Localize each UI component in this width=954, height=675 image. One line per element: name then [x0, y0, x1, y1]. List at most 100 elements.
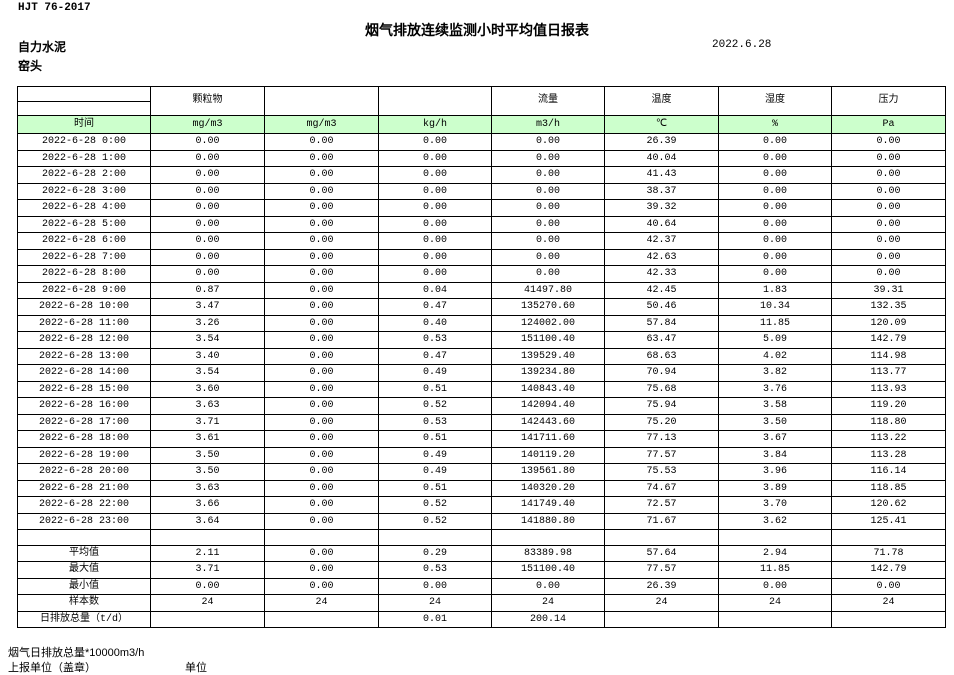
time-header: 时间 [17, 115, 151, 134]
table-row: 2022-6-28 6:00 0.00 0.00 0.00 0.00 42.37 0.00 0… [17, 232, 946, 250]
cell-value: 77.57 [604, 446, 719, 464]
cell-value: 0.53 [378, 413, 492, 431]
cell-value: 0.00 [264, 133, 379, 151]
unit-label: 单位 [185, 662, 207, 674]
summary-label: 平均值 [17, 544, 151, 562]
summary-value: 0.00 [150, 577, 265, 595]
table-row: 2022-6-28 13:00 3.40 0.00 0.47 139529.40 68.6… [17, 347, 946, 365]
cell-value: 0.49 [378, 364, 492, 382]
summary-label: 日排放总量（t/d） [17, 610, 151, 628]
cell-value: 0.00 [264, 215, 379, 233]
cell-value: 120.09 [831, 314, 946, 332]
cell-value: 0.00 [718, 265, 832, 283]
cell-value: 113.93 [831, 380, 946, 398]
cell-value: 0.51 [378, 479, 492, 497]
cell-value: 0.00 [150, 199, 265, 217]
summary-value: 0.53 [378, 561, 492, 579]
cell-label: 2022-6-28 8:00 [17, 265, 151, 283]
summary-value: 11.85 [718, 561, 832, 579]
cell-value: 42.37 [604, 232, 719, 250]
cell-value: 119.20 [831, 397, 946, 415]
summary-label: 最大值 [17, 561, 151, 579]
cell-label: 2022-6-28 16:00 [17, 397, 151, 415]
table-row: 2022-6-28 1:00 0.00 0.00 0.00 0.00 40.04 0.00 0… [17, 149, 946, 167]
cell-value: 26.39 [604, 133, 719, 151]
col-header-blank-2 [378, 86, 492, 116]
time-column-split-header [17, 86, 151, 116]
cell-value: 0.00 [378, 149, 492, 167]
cell-value: 0.00 [264, 463, 379, 481]
summary-value: 24 [264, 594, 379, 612]
summary-row: 平均值 2.11 0.00 0.29 83389.98 57.64 2.94 71.78 [17, 544, 946, 562]
spacer-value [718, 529, 832, 546]
cell-value: 0.00 [378, 265, 492, 283]
cell-label: 2022-6-28 10:00 [17, 298, 151, 316]
cell-value: 0.04 [378, 281, 492, 299]
summary-value: 200.14 [491, 610, 605, 628]
standard-code: HJT 76-2017 [18, 2, 91, 14]
cell-value: 0.00 [264, 364, 379, 382]
table-row: 2022-6-28 19:00 3.50 0.00 0.49 140119.20 77.5… [17, 446, 946, 464]
summary-value: 0.01 [378, 610, 492, 628]
summary-value: 142.79 [831, 561, 946, 579]
cell-value: 10.34 [718, 298, 832, 316]
cell-value: 0.52 [378, 512, 492, 530]
cell-value: 3.89 [718, 479, 832, 497]
cell-value: 0.00 [264, 380, 379, 398]
cell-label: 2022-6-28 17:00 [17, 413, 151, 431]
cell-label: 2022-6-28 0:00 [17, 133, 151, 151]
summary-value: 83389.98 [491, 544, 605, 562]
spacer-label [17, 529, 151, 546]
hourly-average-table: 颗粒物 流量 温度 湿度 压力 时间 mg/m3 mg/m3 kg/h m3/h… [17, 86, 946, 628]
cell-value: 0.00 [491, 133, 605, 151]
cell-value: 151100.40 [491, 331, 605, 349]
cell-value: 0.00 [831, 232, 946, 250]
cell-value: 0.47 [378, 347, 492, 365]
summary-label: 样本数 [17, 594, 151, 612]
page-title: 烟气排放连续监测小时平均值日报表 [365, 22, 589, 38]
table-row: 2022-6-28 18:00 3.61 0.00 0.51 141711.60 77.1… [17, 430, 946, 448]
cell-value: 0.49 [378, 446, 492, 464]
table-row: 2022-6-28 14:00 3.54 0.00 0.49 139234.80 70.9… [17, 364, 946, 382]
cell-value: 0.00 [491, 182, 605, 200]
summary-value [718, 610, 832, 628]
summary-value: 24 [831, 594, 946, 612]
table-row: 2022-6-28 3:00 0.00 0.00 0.00 0.00 38.37 0.00 0… [17, 182, 946, 200]
table-row: 2022-6-28 2:00 0.00 0.00 0.00 0.00 41.43 0.00 0… [17, 166, 946, 184]
col-header-humidity: 湿度 [718, 86, 832, 116]
report-date: 2022.6.28 [712, 39, 772, 51]
cell-value: 118.85 [831, 479, 946, 497]
cell-value: 74.67 [604, 479, 719, 497]
summary-value [831, 610, 946, 628]
summary-value: 24 [150, 594, 265, 612]
cell-label: 2022-6-28 4:00 [17, 199, 151, 217]
unit-kgh: kg/h [378, 115, 492, 134]
cell-value: 3.82 [718, 364, 832, 382]
cell-value: 0.00 [831, 149, 946, 167]
summary-value: 77.57 [604, 561, 719, 579]
summary-label: 最小值 [17, 577, 151, 595]
cell-value: 0.00 [831, 133, 946, 151]
cell-value: 0.00 [264, 232, 379, 250]
cell-value: 0.00 [264, 265, 379, 283]
cell-value: 40.64 [604, 215, 719, 233]
cell-value: 70.94 [604, 364, 719, 382]
cell-value: 0.00 [491, 149, 605, 167]
cell-label: 2022-6-28 2:00 [17, 166, 151, 184]
table-row: 2022-6-28 20:00 3.50 0.00 0.49 139561.80 75.5… [17, 463, 946, 481]
unit-mgm3-2: mg/m3 [264, 115, 379, 134]
summary-value: 0.00 [831, 577, 946, 595]
summary-value: 0.00 [491, 577, 605, 595]
cell-label: 2022-6-28 7:00 [17, 248, 151, 266]
table-body: 2022-6-28 0:00 0.00 0.00 0.00 0.00 26.39 0.00 0… [17, 133, 946, 530]
cell-value: 3.50 [718, 413, 832, 431]
summary-value: 0.00 [264, 544, 379, 562]
summary-row: 样本数 24 24 24 24 24 24 24 [17, 594, 946, 612]
cell-value: 0.52 [378, 496, 492, 514]
cell-value: 113.77 [831, 364, 946, 382]
summary-value: 0.00 [264, 561, 379, 579]
cell-value: 3.60 [150, 380, 265, 398]
cell-value: 41.43 [604, 166, 719, 184]
cell-value: 141711.60 [491, 430, 605, 448]
summary-value [264, 610, 379, 628]
